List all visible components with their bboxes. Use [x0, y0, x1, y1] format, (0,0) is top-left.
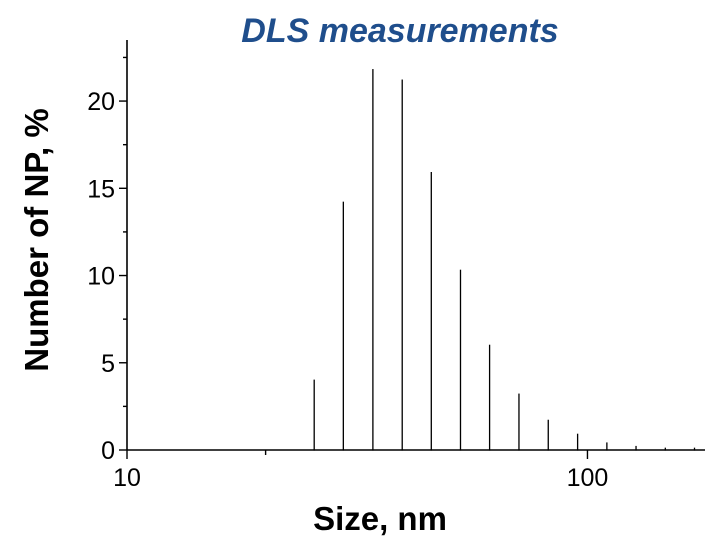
y-tick-label-2: 10	[87, 263, 115, 291]
axes-layer: 0 5 10 15 20 10 100	[87, 40, 705, 492]
y-tick-label-0: 0	[101, 437, 115, 465]
x-tick-label-1: 100	[567, 464, 609, 492]
y-tick-label-3: 15	[87, 175, 115, 203]
y-axis-title: Number of NP, %	[18, 108, 55, 371]
x-axis-title: Size, nm	[313, 500, 447, 537]
chart-title: DLS measurements	[241, 12, 558, 50]
y-tick-label-1: 5	[101, 350, 115, 378]
bars-layer	[313, 69, 696, 451]
x-tick-label-0: 10	[113, 464, 141, 492]
y-tick-label-4: 20	[87, 88, 115, 116]
